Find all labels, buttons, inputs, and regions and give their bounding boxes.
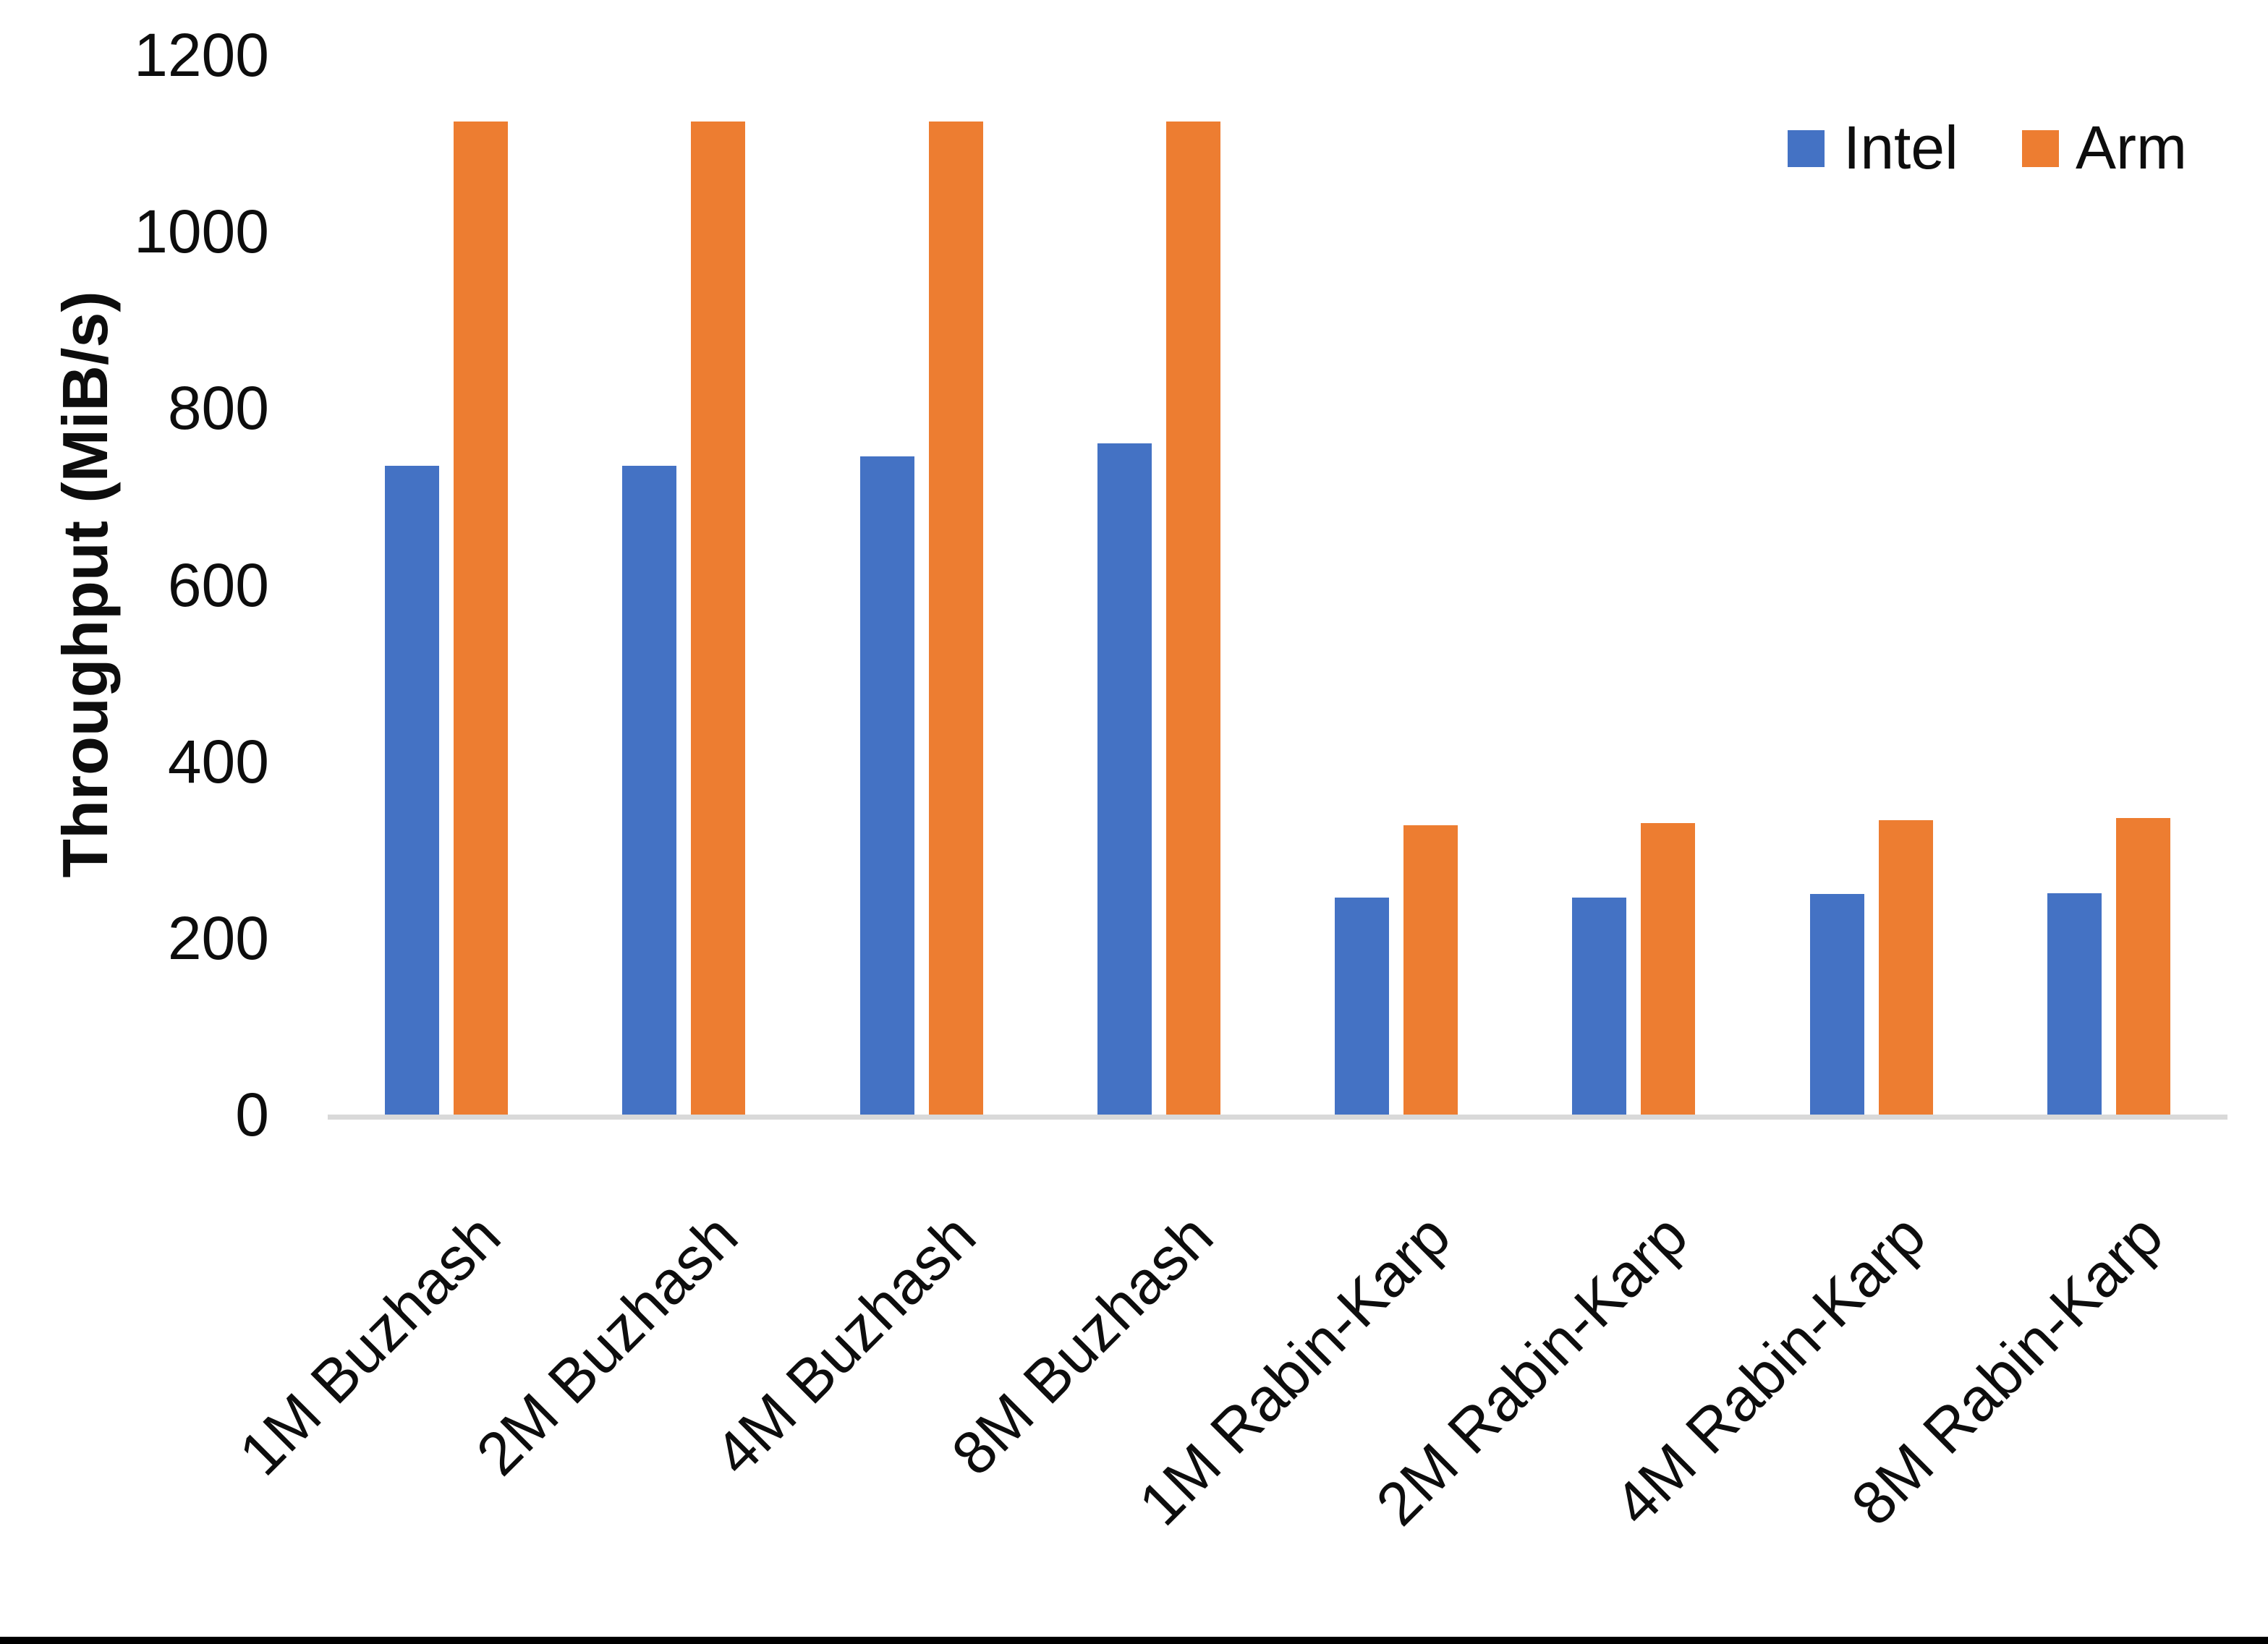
bar-arm-1m-buzhash <box>454 122 508 1115</box>
bar-arm-2m-rabin-karp <box>1641 823 1695 1115</box>
bar-intel-1m-buzhash <box>385 466 439 1115</box>
y-tick-label-0: 0 <box>235 1081 269 1149</box>
y-tick-label-600: 600 <box>167 550 269 619</box>
bar-intel-2m-rabin-karp <box>1572 898 1626 1115</box>
bar-arm-4m-buzhash <box>929 122 983 1115</box>
y-tick-label-1000: 1000 <box>134 197 269 266</box>
bar-intel-4m-rabin-karp <box>1810 894 1864 1115</box>
x-axis-line <box>328 1115 2227 1120</box>
bottom-border <box>0 1637 2268 1644</box>
bar-intel-4m-buzhash <box>860 456 914 1115</box>
y-tick-label-800: 800 <box>167 374 269 443</box>
bar-arm-8m-buzhash <box>1166 122 1220 1115</box>
legend-label-intel: Intel <box>1843 114 1958 182</box>
legend-swatch-intel <box>1788 130 1825 167</box>
y-tick-label-400: 400 <box>167 727 269 796</box>
bar-arm-1m-rabin-karp <box>1403 825 1458 1115</box>
legend-label-arm: Arm <box>2076 114 2187 182</box>
bar-intel-1m-rabin-karp <box>1335 898 1389 1115</box>
bar-intel-8m-rabin-karp <box>2047 893 2102 1115</box>
bar-intel-2m-buzhash <box>622 466 676 1115</box>
bar-intel-8m-buzhash <box>1097 443 1152 1115</box>
bar-arm-2m-buzhash <box>691 122 745 1115</box>
bar-arm-8m-rabin-karp <box>2116 818 2170 1115</box>
y-tick-label-200: 200 <box>167 903 269 972</box>
y-tick-label-1200: 1200 <box>134 21 269 89</box>
legend-swatch-arm <box>2022 130 2059 167</box>
bar-arm-4m-rabin-karp <box>1879 820 1933 1115</box>
